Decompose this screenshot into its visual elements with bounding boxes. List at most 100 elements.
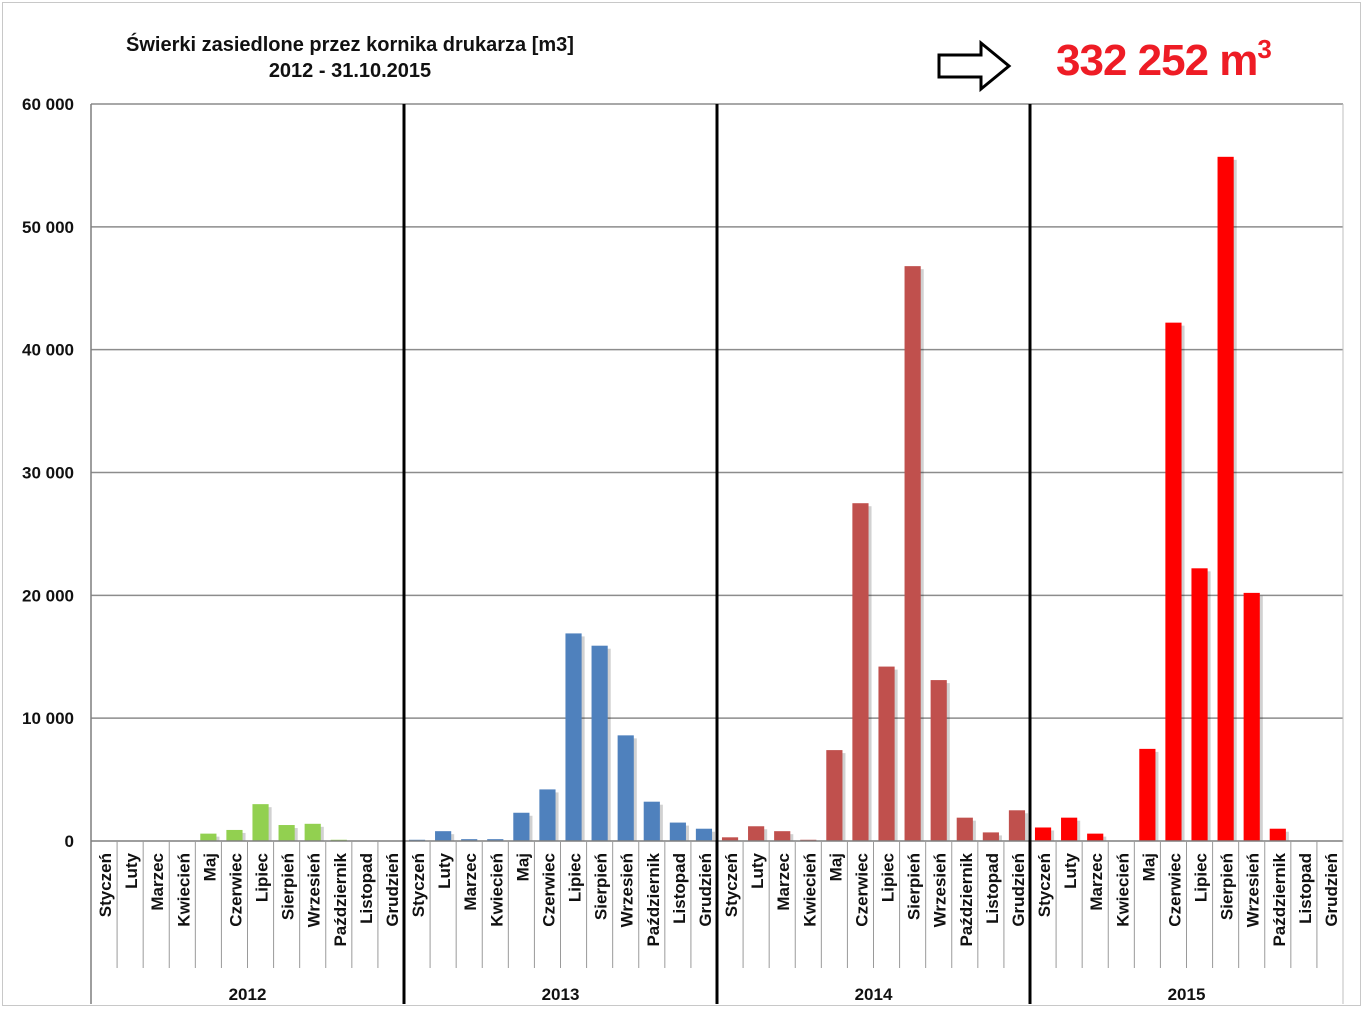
month-label: Maj	[1139, 853, 1158, 881]
bar	[591, 645, 608, 841]
total-annotation: 332 252 m3	[1056, 34, 1272, 86]
month-label: Luty	[122, 852, 141, 888]
month-label: Wrzesień	[931, 853, 950, 927]
month-label: Marzec	[774, 853, 793, 911]
month-label: Czerwiec	[1165, 853, 1184, 927]
bar	[252, 804, 269, 841]
month-label: Czerwiec	[226, 853, 245, 927]
chart-subtitle: 2012 - 31.10.2015	[268, 60, 432, 82]
month-label: Lipiec	[253, 853, 272, 902]
bar	[1165, 322, 1182, 842]
month-label: Grudzień	[383, 853, 402, 927]
month-label: Maj	[200, 853, 219, 881]
bar	[513, 812, 530, 841]
bar	[852, 503, 869, 841]
bar	[643, 801, 660, 841]
bar	[617, 735, 634, 841]
bar	[695, 828, 713, 841]
month-label: Styczeń	[409, 853, 428, 917]
month-label: Marzec	[148, 853, 167, 911]
month-label: Maj	[826, 853, 845, 881]
total-value: 332 252 m	[1056, 36, 1258, 85]
total-unit-exponent: 3	[1257, 34, 1272, 64]
month-label: Listopad	[1296, 853, 1315, 924]
month-label: Grudzień	[1009, 853, 1028, 927]
bar	[226, 829, 243, 841]
axes	[90, 104, 1344, 1004]
bar	[669, 822, 686, 841]
bar	[565, 633, 582, 841]
month-label: Czerwiec	[539, 853, 558, 927]
bar	[1139, 748, 1156, 841]
bar	[1061, 817, 1078, 841]
month-label: Kwiecień	[174, 853, 193, 927]
bar	[1191, 568, 1208, 841]
month-label: Listopad	[357, 853, 376, 924]
y-tick-label: 10 000	[22, 709, 74, 728]
y-tick-label: 40 000	[22, 341, 74, 360]
month-label: Wrzesień	[618, 853, 637, 927]
bar	[487, 839, 504, 841]
month-label: Marzec	[1087, 853, 1106, 911]
bar	[200, 833, 217, 841]
bar	[878, 666, 895, 841]
month-label: Październik	[957, 852, 976, 946]
month-label: Kwiecień	[1113, 853, 1132, 927]
month-label: Styczeń	[96, 853, 115, 917]
bar	[1217, 156, 1234, 841]
bar	[539, 789, 556, 841]
year-label: 2013	[542, 985, 580, 1004]
bar	[748, 826, 765, 841]
month-label: Sierpień	[592, 853, 611, 920]
y-tick-label: 20 000	[22, 586, 74, 605]
y-tick-label: 60 000	[22, 95, 74, 114]
month-label: Marzec	[461, 853, 480, 911]
y-tick-label: 0	[65, 832, 74, 851]
month-label: Październik	[644, 852, 663, 946]
chart-title: Świerki zasiedlone przez kornika drukarz…	[126, 34, 574, 56]
month-label: Lipiec	[879, 853, 898, 902]
bar	[1269, 828, 1286, 841]
bar	[1034, 827, 1052, 841]
month-label: Luty	[435, 852, 454, 888]
month-label: Luty	[748, 852, 767, 888]
bar	[461, 839, 478, 841]
month-label: Grudzień	[696, 853, 715, 927]
month-label: Październik	[331, 852, 350, 946]
month-label: Lipiec	[1192, 853, 1211, 902]
year-label: 2015	[1168, 985, 1206, 1004]
month-label: Październik	[1270, 852, 1289, 946]
bar	[304, 823, 321, 841]
month-label: Sierpień	[279, 853, 298, 920]
month-label: Listopad	[670, 853, 689, 924]
month-label: Sierpień	[905, 853, 924, 920]
bar	[930, 680, 947, 841]
bar	[826, 750, 843, 841]
month-label: Styczeń	[722, 853, 741, 917]
month-label: Sierpień	[1218, 853, 1237, 920]
month-label: Listopad	[983, 853, 1002, 924]
month-label: Maj	[513, 853, 532, 881]
y-tick-label: 50 000	[22, 218, 74, 237]
bar	[904, 266, 921, 841]
bar	[435, 831, 452, 841]
month-label: Czerwiec	[852, 853, 871, 927]
bar	[1243, 592, 1260, 841]
month-label: Wrzesień	[305, 853, 324, 927]
year-label: 2014	[855, 985, 893, 1004]
year-label: 2012	[229, 985, 267, 1004]
bar	[278, 825, 295, 841]
month-label: Kwiecień	[487, 853, 506, 927]
y-tick-label: 30 000	[22, 464, 74, 483]
bar	[774, 831, 791, 841]
month-label: Wrzesień	[1244, 853, 1263, 927]
axis-labels: 0 10 000 20 000 30 000 40 000 50 000 60 000 Sty…	[22, 95, 1341, 1004]
bar	[982, 832, 999, 841]
bars	[200, 156, 1289, 842]
bar	[1087, 833, 1104, 841]
bar	[721, 837, 739, 841]
month-label: Styczeń	[1035, 853, 1054, 917]
month-label: Grudzień	[1322, 853, 1341, 927]
